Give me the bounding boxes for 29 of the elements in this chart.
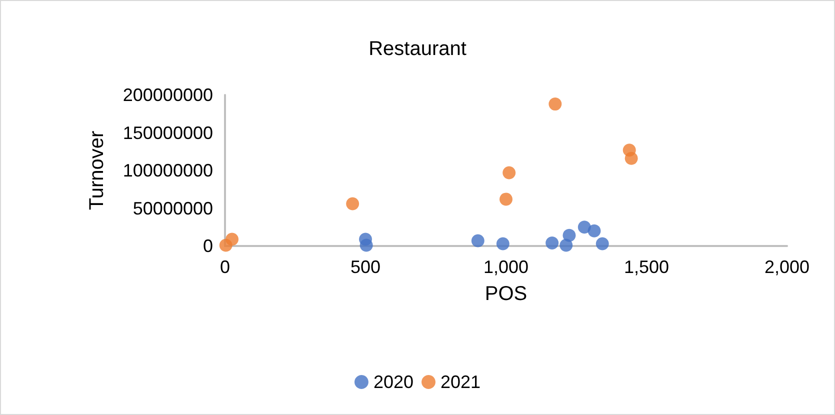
- y-tick-label: 100000000: [122, 160, 213, 180]
- point: [624, 152, 638, 165]
- point: [500, 192, 512, 206]
- x-tick-label: 1,000: [483, 257, 529, 277]
- point: [588, 224, 601, 238]
- y-tick-label: 200000000: [122, 85, 213, 105]
- x-tick-label: 0: [220, 257, 230, 277]
- point: [548, 98, 562, 111]
- point: [471, 234, 484, 248]
- chart-title: Restaurant: [368, 38, 467, 60]
- point: [360, 238, 373, 252]
- point: [346, 197, 360, 210]
- y-axis-title: Turnover: [86, 130, 108, 210]
- point: [502, 166, 516, 180]
- x-axis-title: POS: [484, 283, 528, 305]
- y-tick-label: 150000000: [122, 122, 213, 143]
- legend-label: 2021: [440, 372, 481, 392]
- point: [496, 237, 510, 250]
- legend-label: 2020: [373, 372, 414, 392]
- x-tick-label: 2,000: [764, 257, 810, 277]
- point: [562, 228, 576, 242]
- x-tick-label: 500: [350, 257, 381, 277]
- x-tick-label: 1,500: [624, 257, 670, 277]
- y-tick-label: 50000000: [132, 198, 213, 218]
- point: [596, 237, 609, 250]
- y-tick-label: 0: [202, 236, 213, 256]
- point: [226, 232, 239, 246]
- point: [578, 220, 591, 234]
- point: [546, 236, 559, 250]
